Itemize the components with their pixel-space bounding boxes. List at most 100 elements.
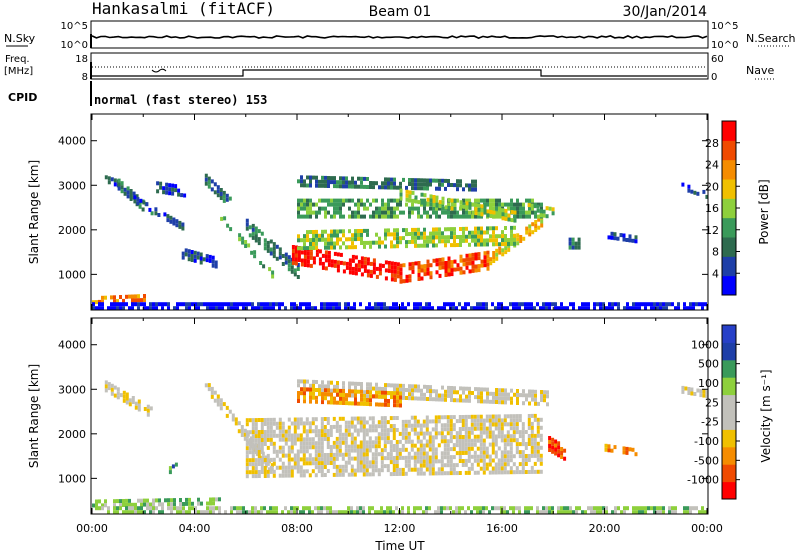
- scatter-cell: [474, 252, 478, 257]
- scatter-cell: [413, 510, 416, 515]
- scatter-cell: [350, 456, 354, 461]
- scatter-cell: [368, 306, 371, 311]
- scatter-cell: [245, 442, 249, 447]
- scatter-cell: [396, 262, 400, 267]
- scatter-cell: [131, 302, 134, 307]
- scatter-cell: [179, 510, 182, 515]
- scatter-cell: [536, 457, 540, 462]
- scatter-cell: [211, 259, 215, 264]
- scatter-cell: [107, 386, 111, 391]
- scatter-cell: [480, 259, 484, 264]
- scatter-cell: [554, 302, 557, 307]
- scatter-cell: [459, 235, 462, 239]
- scatter-cell: [302, 437, 306, 442]
- scatter-cell: [413, 459, 417, 464]
- scatter-cell: [414, 199, 418, 204]
- scatter-cell: [166, 214, 170, 219]
- scatter-cell: [263, 246, 267, 251]
- scatter-cell: [461, 427, 465, 431]
- scatter-cell: [380, 416, 384, 421]
- scatter-cell: [489, 210, 493, 214]
- scatter-cell: [644, 510, 647, 515]
- scatter-cell: [333, 229, 336, 234]
- scatter-cell: [110, 302, 113, 307]
- scatter-cell: [480, 399, 483, 404]
- scatter-cell: [275, 465, 279, 470]
- scatter-cell: [522, 214, 525, 219]
- scatter-cell: [344, 448, 348, 453]
- scatter-cell: [188, 506, 191, 511]
- scatter-cell: [311, 306, 314, 311]
- scatter-cell: [568, 245, 572, 250]
- scatter-cell: [171, 464, 175, 469]
- scatter-cell: [396, 228, 399, 233]
- scatter-cell: [320, 445, 324, 450]
- scatter-cell: [351, 245, 354, 250]
- scatter-cell: [440, 415, 444, 420]
- scatter-cell: [257, 446, 261, 450]
- scatter-cell: [389, 428, 393, 433]
- scatter-cell: [155, 302, 158, 307]
- scatter-cell: [458, 459, 462, 463]
- scatter-cell: [545, 214, 549, 219]
- scatter-cell: [266, 437, 270, 442]
- scatter-cell: [384, 177, 387, 182]
- scatter-cell: [294, 245, 298, 250]
- scatter-cell: [513, 233, 516, 238]
- scatter-cell: [333, 400, 336, 405]
- scatter-cell: [486, 399, 489, 404]
- scatter-cell: [185, 510, 188, 515]
- scatter-cell: [251, 306, 254, 311]
- scatter-cell: [122, 306, 125, 311]
- scatter-cell: [362, 510, 365, 515]
- scatter-cell: [262, 264, 266, 269]
- scatter-cell: [395, 456, 399, 460]
- scatter-cell: [459, 258, 463, 263]
- scatter-cell: [411, 186, 414, 191]
- scatter-cell: [356, 464, 360, 469]
- scatter-cell: [362, 452, 366, 457]
- scatter-cell: [542, 506, 545, 511]
- scatter-cell: [374, 436, 378, 441]
- scatter-cell: [266, 302, 269, 307]
- scatter-cell: [512, 426, 516, 431]
- scatter-cell: [408, 396, 411, 401]
- scatter-cell: [438, 182, 441, 187]
- scatter-cell: [434, 431, 438, 436]
- scatter-cell: [495, 256, 499, 261]
- scatter-cell: [584, 302, 587, 307]
- scatter-cell: [479, 466, 483, 471]
- scatter-cell: [222, 194, 226, 199]
- scatter-cell: [133, 195, 137, 200]
- scatter-cell: [233, 506, 236, 511]
- scatter-cell: [348, 258, 352, 263]
- scatter-cell: [248, 450, 252, 455]
- scatter-cell: [516, 393, 519, 397]
- scatter-cell: [575, 506, 578, 511]
- scatter-cell: [689, 510, 692, 515]
- scatter-cell: [348, 180, 351, 185]
- scatter-cell: [104, 499, 107, 504]
- scatter-cell: [309, 242, 312, 246]
- scatter-cell: [387, 232, 390, 237]
- scatter-cell: [441, 393, 444, 398]
- scatter-cell: [342, 233, 345, 238]
- scatter-cell: [351, 381, 354, 386]
- scatter-cell: [384, 383, 387, 388]
- scatter-cell: [536, 469, 540, 474]
- scatter-cell: [492, 202, 495, 207]
- scatter-cell: [399, 279, 403, 284]
- scatter-cell: [333, 396, 336, 401]
- y-tick-label: 4000: [58, 135, 86, 148]
- scatter-cell: [290, 269, 294, 274]
- scatter-cell: [462, 386, 465, 391]
- scatter-cell: [116, 306, 119, 311]
- scatter-cell: [368, 428, 372, 433]
- scatter-cell: [297, 179, 300, 184]
- scatter-cell: [482, 442, 486, 447]
- scatter-cell: [638, 506, 641, 511]
- scatter-cell: [284, 441, 288, 446]
- scatter-cell: [314, 433, 318, 438]
- scatter-cell: [287, 263, 291, 268]
- scatter-cell: [342, 184, 345, 189]
